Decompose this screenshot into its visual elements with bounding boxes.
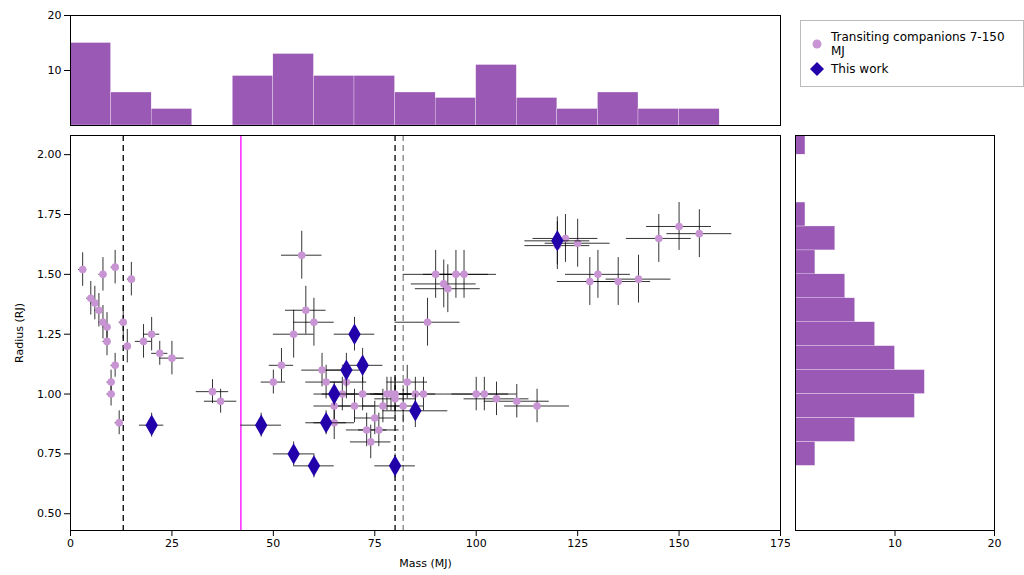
svg-text:125: 125	[567, 537, 588, 550]
svg-text:150: 150	[669, 537, 690, 550]
svg-text:1.25: 1.25	[37, 328, 62, 341]
svg-text:0.50: 0.50	[37, 507, 62, 520]
svg-text:175: 175	[770, 537, 790, 550]
svg-text:25: 25	[165, 537, 179, 550]
svg-text:10: 10	[48, 64, 62, 77]
svg-text:2.00: 2.00	[37, 148, 62, 161]
html-text:This work: This work	[831, 62, 889, 76]
svg-text:0.75: 0.75	[37, 447, 62, 460]
svg-text:1.00: 1.00	[37, 388, 62, 401]
svg-text:0: 0	[67, 537, 74, 550]
svg-text:50: 50	[266, 537, 280, 550]
svg-text:Mass (MJ): Mass (MJ)	[399, 557, 452, 570]
svg-text:Radius (RJ): Radius (RJ)	[13, 303, 26, 363]
html-text:Transiting companions 7-150 MJ: Transiting companions 7-150 MJ	[831, 30, 1005, 58]
svg-text:75: 75	[368, 537, 382, 550]
svg-text:100: 100	[466, 537, 487, 550]
svg-text:10: 10	[888, 537, 902, 550]
svg-text:1.75: 1.75	[37, 208, 62, 221]
svg-text:20: 20	[48, 9, 62, 22]
svg-text:20: 20	[988, 537, 1002, 550]
svg-text:1.50: 1.50	[37, 268, 62, 281]
